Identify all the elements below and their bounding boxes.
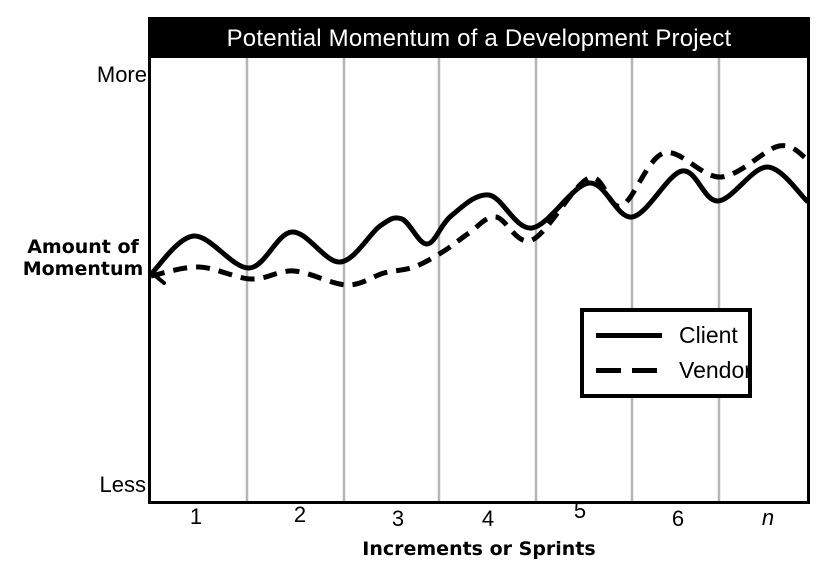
gridlines: [245, 58, 721, 501]
legend-label-vendor: Vendor: [679, 357, 752, 383]
x-tick-6: 6: [671, 506, 685, 531]
x-tick-3: 3: [391, 506, 405, 531]
y-axis-label-more: More: [96, 62, 147, 87]
x-tick-1: 1: [189, 504, 203, 529]
y-axis-title-line2: Momentum: [22, 258, 144, 280]
legend-row-vendor: Vendor: [596, 357, 752, 384]
chart-title: Potential Momentum of a Development Proj…: [226, 25, 732, 52]
x-tick-5: 5: [573, 498, 587, 523]
plot-area: [151, 58, 807, 501]
x-tick-2: 2: [293, 502, 307, 527]
x-tick-4: 4: [481, 506, 495, 531]
y-axis-title-line1: Amount of: [27, 236, 139, 258]
legend-label-client: Client: [679, 322, 738, 348]
x-axis-title: Increments or Sprints: [362, 538, 596, 560]
y-axis-label-less: Less: [99, 472, 146, 497]
solid-line-swatch: [596, 333, 662, 338]
x-tick-n: n: [761, 505, 775, 530]
chart-frame: Potential Momentum of a Development Proj…: [148, 17, 810, 504]
vendor-line: [151, 143, 807, 288]
y-axis-title: Amount of Momentum: [8, 236, 158, 280]
dashed-line-swatch: [596, 368, 662, 373]
plot-canvas: [151, 58, 807, 501]
client-line: [151, 164, 807, 277]
legend: Client Vendor: [580, 308, 752, 398]
legend-row-client: Client: [596, 322, 738, 349]
chart-title-bar: Potential Momentum of a Development Proj…: [151, 20, 807, 58]
